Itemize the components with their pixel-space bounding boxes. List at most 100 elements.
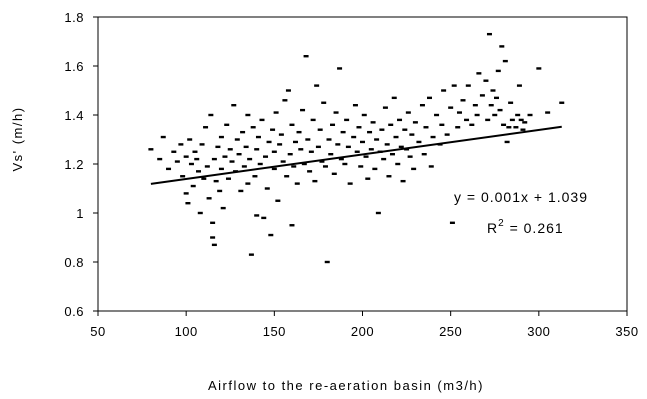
- data-point-166: [469, 123, 475, 126]
- data-point-25: [210, 236, 216, 239]
- data-point-19: [201, 177, 207, 180]
- data-point-126: [379, 128, 385, 131]
- data-point-86: [307, 170, 313, 173]
- data-point-170: [479, 94, 485, 97]
- data-point-94: [321, 101, 327, 104]
- data-point-151: [428, 165, 434, 168]
- data-point-189: [516, 84, 522, 87]
- data-point-23: [208, 113, 214, 117]
- data-point-41: [234, 138, 240, 141]
- data-point-186: [509, 118, 515, 122]
- data-point-160: [451, 84, 457, 87]
- data-point-33: [220, 206, 226, 210]
- data-point-143: [409, 133, 415, 136]
- data-point-53: [254, 148, 260, 151]
- data-point-26: [211, 157, 217, 161]
- data-point-89: [312, 179, 318, 183]
- data-point-35: [224, 123, 230, 126]
- data-point-138: [400, 179, 406, 183]
- data-point-67: [275, 199, 281, 202]
- data-point-102: [335, 143, 341, 146]
- data-point-129: [384, 143, 390, 146]
- data-point-37: [227, 148, 233, 151]
- data-point-184: [506, 126, 512, 129]
- data-point-42: [236, 153, 242, 156]
- data-point-21: [204, 165, 210, 168]
- data-point-133: [391, 96, 397, 100]
- data-point-73: [285, 89, 291, 92]
- data-point-152: [430, 135, 436, 139]
- data-point-190: [518, 118, 524, 122]
- data-point-98: [328, 153, 334, 156]
- data-point-164: [464, 118, 470, 122]
- data-point-90: [314, 84, 320, 87]
- data-point-195: [545, 111, 551, 114]
- data-point-105: [340, 130, 346, 134]
- data-point-112: [354, 150, 360, 153]
- y-tick-label-1: 1: [76, 206, 84, 221]
- data-point-118: [365, 177, 371, 180]
- data-point-167: [472, 104, 478, 107]
- data-point-100: [331, 172, 337, 175]
- data-point-92: [317, 128, 323, 131]
- data-point-103: [337, 67, 343, 70]
- data-point-50: [248, 253, 254, 256]
- r-squared-exponent: 2: [498, 218, 505, 229]
- data-point-24: [210, 221, 216, 224]
- data-point-161: [455, 126, 461, 129]
- data-point-75: [289, 123, 295, 126]
- data-point-69: [278, 133, 284, 136]
- data-point-63: [270, 128, 276, 131]
- data-point-131: [388, 123, 394, 126]
- y-tick-label-1.2: 1.2: [64, 157, 84, 172]
- data-point-175: [490, 89, 496, 92]
- data-point-179: [497, 108, 503, 112]
- data-point-153: [434, 113, 440, 117]
- data-point-38: [229, 160, 235, 163]
- data-point-55: [255, 135, 261, 139]
- data-point-159: [449, 221, 455, 224]
- data-point-117: [363, 155, 369, 158]
- data-point-172: [485, 118, 491, 122]
- data-point-57: [259, 118, 265, 122]
- x-tick-label-300: 300: [527, 324, 550, 339]
- data-point-155: [439, 123, 445, 126]
- data-point-119: [367, 130, 373, 134]
- data-point-44: [240, 130, 246, 134]
- x-axis: 50 100 150 200 250 300 350: [90, 311, 638, 339]
- data-point-115: [360, 140, 365, 144]
- data-point-111: [352, 104, 358, 107]
- data-point-156: [441, 89, 447, 92]
- data-point-12: [188, 162, 194, 166]
- data-point-135: [395, 162, 401, 166]
- data-point-174: [488, 104, 494, 107]
- data-point-58: [261, 216, 267, 220]
- data-point-183: [504, 140, 510, 144]
- data-point-43: [238, 189, 244, 193]
- data-point-30: [217, 189, 223, 193]
- data-point-110: [351, 135, 357, 139]
- data-point-27: [211, 243, 217, 247]
- plot-frame: [97, 16, 628, 312]
- data-point-45: [241, 165, 247, 168]
- data-point-3: [166, 167, 172, 171]
- data-point-0: [148, 148, 154, 151]
- data-point-78: [292, 140, 298, 144]
- data-point-163: [460, 99, 466, 102]
- x-tick-label-100: 100: [175, 324, 198, 339]
- x-tick-label-50: 50: [90, 324, 105, 339]
- data-point-165: [465, 84, 471, 87]
- data-point-124: [375, 211, 381, 215]
- data-point-83: [301, 162, 307, 166]
- data-point-59: [263, 155, 269, 158]
- r-squared-prefix: R: [487, 220, 498, 236]
- data-point-146: [416, 140, 422, 144]
- data-point-99: [330, 123, 336, 126]
- data-point-139: [402, 128, 408, 131]
- data-point-97: [326, 138, 332, 141]
- data-point-22: [206, 197, 212, 200]
- data-point-149: [423, 126, 429, 129]
- y-tick-label-1.4: 1.4: [64, 108, 84, 123]
- data-point-134: [393, 135, 399, 139]
- data-point-116: [361, 113, 367, 117]
